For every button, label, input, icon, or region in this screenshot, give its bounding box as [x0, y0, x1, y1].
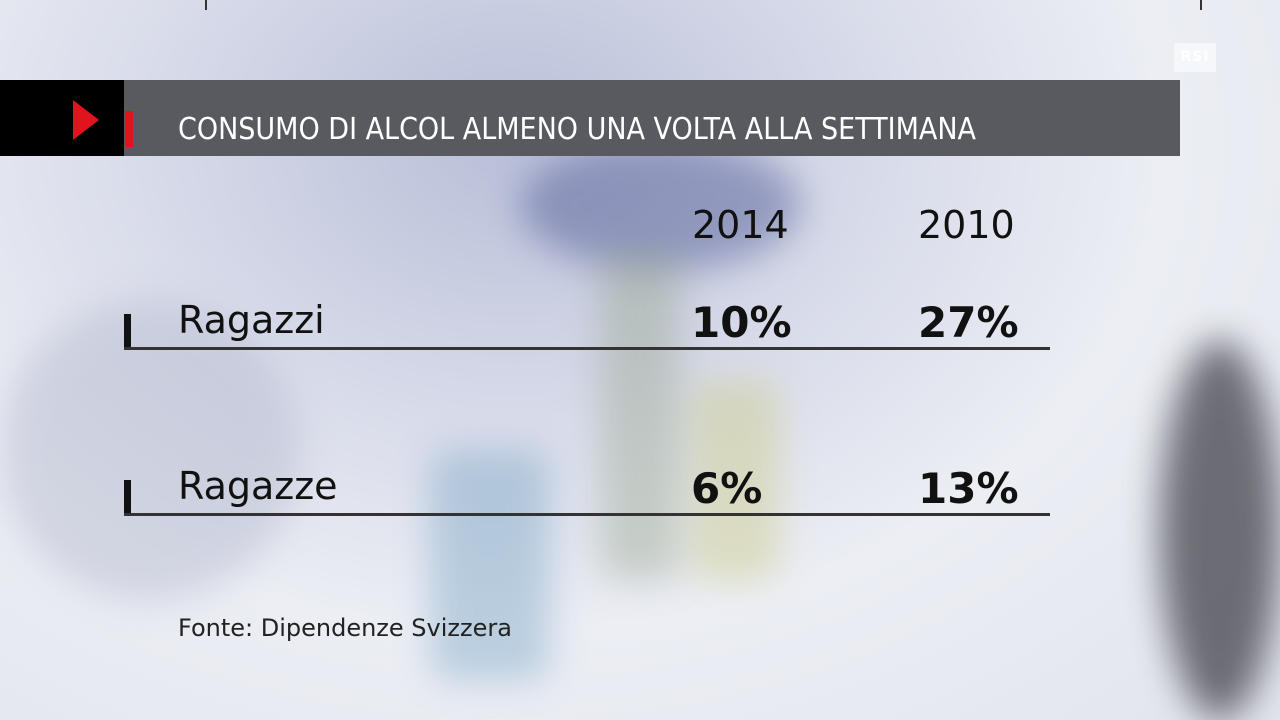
title-bar	[0, 80, 1180, 156]
chart-title: CONSUMO DI ALCOL ALMENO UNA VOLTA ALLA S…	[178, 112, 977, 147]
bg-glass-shape	[430, 450, 550, 680]
source-note: Fonte: Dipendenze Svizzera	[178, 614, 512, 642]
bg-bottle-shape	[600, 250, 680, 580]
value-ragazze-2010: 13%	[918, 464, 1019, 513]
row-divider	[124, 347, 1050, 350]
row-label-ragazze: Ragazze	[178, 464, 338, 508]
row-marker	[124, 314, 131, 348]
frame-mark	[1200, 0, 1202, 10]
value-ragazzi-2014: 10%	[691, 298, 792, 347]
value-ragazzi-2010: 27%	[918, 298, 1019, 347]
bg-bottle-shape	[690, 380, 780, 580]
row-marker	[124, 480, 131, 514]
row-divider	[124, 513, 1050, 516]
play-icon	[73, 100, 99, 140]
column-header-2014: 2014	[692, 203, 789, 247]
title-accent-block	[0, 80, 124, 156]
column-header-2010: 2010	[918, 203, 1015, 247]
red-marker	[125, 111, 133, 147]
row-label-ragazzi: Ragazzi	[178, 298, 325, 342]
value-ragazze-2014: 6%	[691, 464, 763, 513]
channel-logo: RSI	[1174, 43, 1216, 72]
bg-dark-shape	[1160, 340, 1280, 720]
frame-mark	[205, 0, 207, 10]
bg-blur-shape	[0, 300, 300, 600]
bg-blur-shape	[520, 140, 800, 270]
